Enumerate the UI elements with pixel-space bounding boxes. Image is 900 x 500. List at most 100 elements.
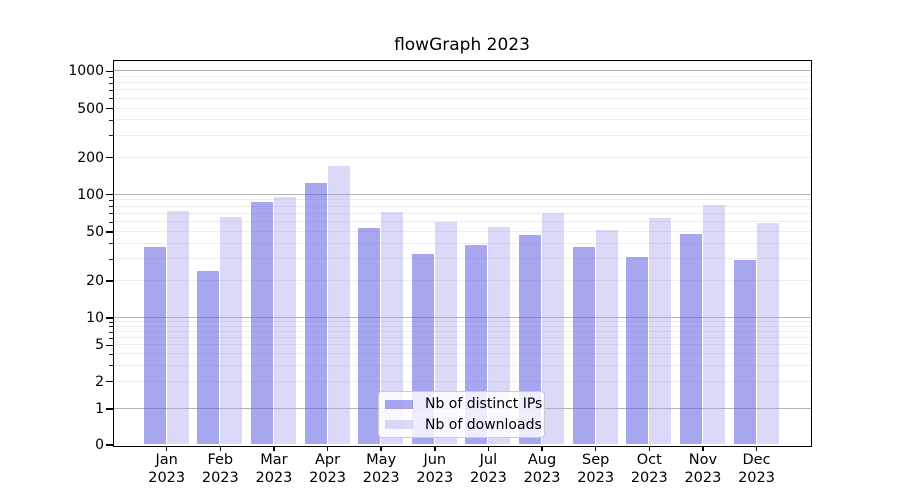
y-tick-label: 2	[95, 373, 104, 390]
minor-gridline	[113, 156, 811, 158]
x-tick-label-jul: Jul 2023	[456, 452, 520, 487]
y-tick-mark	[106, 231, 113, 233]
x-tick-mark	[648, 445, 651, 451]
minor-gridline	[113, 325, 811, 327]
y-minor-tick-mark	[109, 213, 113, 215]
y-tick-label: 20	[86, 272, 104, 289]
y-minor-tick-mark	[109, 89, 113, 91]
bar-downloads	[273, 196, 296, 445]
minor-gridline	[113, 242, 811, 244]
bar-downloads	[649, 218, 672, 445]
y-tick-mark	[106, 317, 113, 319]
y-minor-tick-mark	[109, 258, 113, 260]
x-tick-label-dec: Dec 2023	[725, 452, 789, 487]
x-tick-mark	[594, 445, 597, 451]
y-minor-tick-mark	[109, 243, 113, 245]
y-tick-label: 100	[77, 186, 104, 203]
x-tick-year: 2023	[148, 469, 186, 486]
y-minor-tick-mark	[109, 135, 113, 137]
major-gridline	[113, 317, 811, 318]
x-tick-year: 2023	[630, 469, 668, 486]
x-tick-mark	[219, 445, 222, 451]
bar-downloads	[542, 213, 565, 445]
bar-distinct-ips	[626, 256, 649, 445]
y-tick-label: 500	[77, 100, 104, 117]
y-tick-mark	[106, 408, 113, 410]
legend-swatch-distinct-ips	[385, 399, 413, 409]
plot-area	[112, 59, 812, 447]
y-minor-tick-mark	[109, 326, 113, 328]
x-tick-label-oct: Oct 2023	[617, 452, 681, 487]
x-tick-label-feb: Feb 2023	[188, 452, 252, 487]
bar-downloads	[381, 211, 404, 445]
x-tick-label-may: May 2023	[349, 452, 413, 487]
minor-gridline	[113, 89, 811, 91]
major-gridline	[113, 193, 811, 195]
minor-gridline	[113, 134, 811, 136]
x-tick-mark	[487, 445, 490, 451]
x-tick-label-sep: Sep 2023	[564, 452, 628, 487]
y-tick-mark	[106, 344, 113, 347]
y-minor-tick-mark	[109, 331, 113, 333]
minor-gridline	[113, 331, 811, 333]
y-tick-label: 1000	[68, 63, 104, 80]
y-minor-tick-mark	[109, 353, 113, 355]
x-tick-month: Aug	[527, 452, 557, 468]
x-tick-month: Nov	[688, 452, 718, 468]
minor-gridline	[113, 337, 811, 339]
legend-item-downloads: Nb of downloads	[385, 417, 542, 434]
x-tick-mark	[273, 445, 275, 451]
minor-gridline	[113, 205, 811, 207]
minor-gridline	[113, 321, 811, 323]
x-tick-year: 2023	[523, 469, 561, 486]
x-tick-month: Jul	[479, 452, 498, 468]
y-tick-label: 200	[77, 149, 104, 166]
x-tick-label-nov: Nov 2023	[671, 452, 735, 487]
y-minor-tick-mark	[109, 365, 113, 367]
x-tick-mark	[326, 445, 329, 451]
minor-gridline	[113, 107, 811, 109]
x-tick-year: 2023	[362, 469, 400, 486]
y-tick-label: 10	[86, 310, 104, 326]
x-tick-year: 2023	[201, 469, 239, 486]
x-tick-year: 2023	[738, 469, 775, 486]
x-tick-month: Mar	[260, 452, 288, 468]
legend-swatch-downloads	[385, 420, 413, 430]
y-minor-tick-mark	[109, 321, 113, 323]
y-tick-mark	[106, 193, 113, 196]
x-tick-label-jan: Jan 2023	[135, 452, 199, 487]
x-tick-mark	[380, 445, 382, 451]
y-tick-label: 5	[95, 337, 104, 354]
minor-gridline	[113, 344, 811, 346]
x-tick-mark	[755, 445, 758, 451]
x-tick-month: Feb	[207, 452, 234, 468]
y-minor-tick-mark	[109, 337, 113, 339]
minor-gridline	[113, 76, 811, 78]
x-tick-year: 2023	[577, 469, 615, 486]
y-tick-mark	[106, 280, 113, 282]
x-tick-month: Apr	[315, 452, 341, 468]
x-tick-year: 2023	[684, 469, 722, 486]
y-minor-tick-mark	[109, 98, 113, 100]
legend-label-distinct-ips: Nb of distinct IPs	[425, 396, 543, 413]
minor-gridline	[113, 258, 811, 260]
legend: Nb of distinct IPs Nb of downloads	[378, 391, 545, 438]
x-tick-mark	[702, 445, 704, 451]
x-tick-label-apr: Apr 2023	[296, 452, 360, 487]
x-tick-month: May	[366, 452, 397, 468]
y-tick-mark	[106, 70, 113, 73]
y-minor-tick-mark	[109, 206, 113, 208]
x-tick-month: Dec	[742, 452, 771, 468]
x-tick-month: Oct	[636, 452, 662, 468]
x-tick-month: Sep	[581, 452, 610, 468]
minor-gridline	[113, 353, 811, 355]
x-tick-month: Jun	[423, 452, 447, 468]
minor-gridline	[113, 119, 811, 121]
y-minor-tick-mark	[109, 82, 113, 84]
x-tick-mark	[434, 445, 436, 451]
bar-distinct-ips	[304, 182, 327, 445]
major-gridline	[113, 70, 811, 72]
bar-distinct-ips	[679, 233, 702, 445]
minor-gridline	[113, 279, 811, 281]
minor-gridline	[113, 212, 811, 214]
